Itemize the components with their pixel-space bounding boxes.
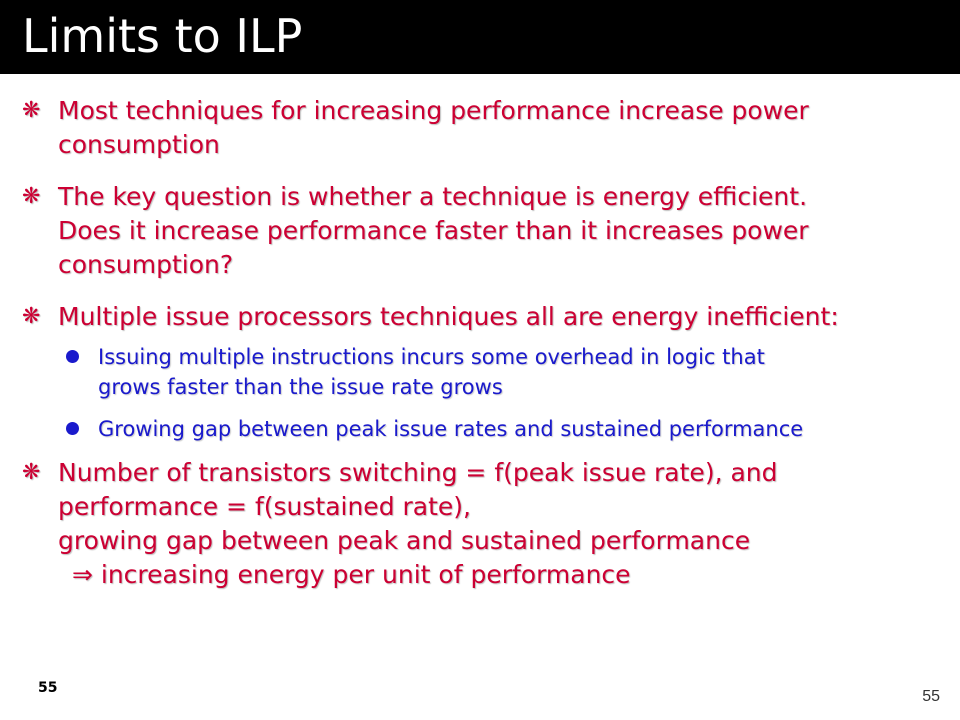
- bullet-2-line-2: Does it increase performance faster than…: [58, 216, 809, 245]
- asterisk-bullet-icon: ❋: [22, 98, 41, 123]
- subbullet-2: Growing gap between peak issue rates and…: [22, 414, 938, 444]
- slide-content: ❋ Most techniques for increasing perform…: [22, 94, 938, 592]
- title-bar: Limits to ILP: [0, 0, 960, 74]
- asterisk-bullet-icon: ❋: [22, 460, 41, 485]
- bullet-2-line-1: The key question is whether a technique …: [58, 182, 808, 211]
- bullet-2: ❋ The key question is whether a techniqu…: [22, 180, 938, 282]
- subbullet-1: Issuing multiple instructions incurs som…: [22, 342, 938, 402]
- bullet-1-line-2: consumption: [58, 130, 220, 159]
- bullet-2-line-3: consumption?: [58, 250, 234, 279]
- bullet-4-line-3: growing gap between peak and sustained p…: [58, 526, 751, 555]
- page-number-left: 55: [38, 680, 58, 696]
- page-number-right: 55: [922, 688, 940, 705]
- bullet-1-line-1: Most techniques for increasing performan…: [58, 96, 809, 125]
- slide-title: Limits to ILP: [22, 9, 303, 63]
- asterisk-bullet-icon: ❋: [22, 304, 41, 329]
- subbullet-2-line-1: Growing gap between peak issue rates and…: [98, 417, 804, 441]
- bullet-3: ❋ Multiple issue processors techniques a…: [22, 300, 938, 334]
- subbullet-1-line-2: grows faster than the issue rate grows: [98, 375, 503, 399]
- asterisk-bullet-icon: ❋: [22, 184, 41, 209]
- dot-bullet-icon: [66, 422, 79, 435]
- bullet-4: ❋ Number of transistors switching = f(pe…: [22, 456, 938, 592]
- dot-bullet-icon: [66, 350, 79, 363]
- subbullet-1-line-1: Issuing multiple instructions incurs som…: [98, 345, 765, 369]
- bullet-3-line-1: Multiple issue processors techniques all…: [58, 302, 839, 331]
- bullet-4-line-1: Number of transistors switching = f(peak…: [58, 458, 778, 487]
- bullet-4-line-2: performance = f(sustained rate),: [58, 492, 471, 521]
- bullet-1: ❋ Most techniques for increasing perform…: [22, 94, 938, 162]
- bullet-4-line-4: ⇒ increasing energy per unit of performa…: [72, 560, 631, 589]
